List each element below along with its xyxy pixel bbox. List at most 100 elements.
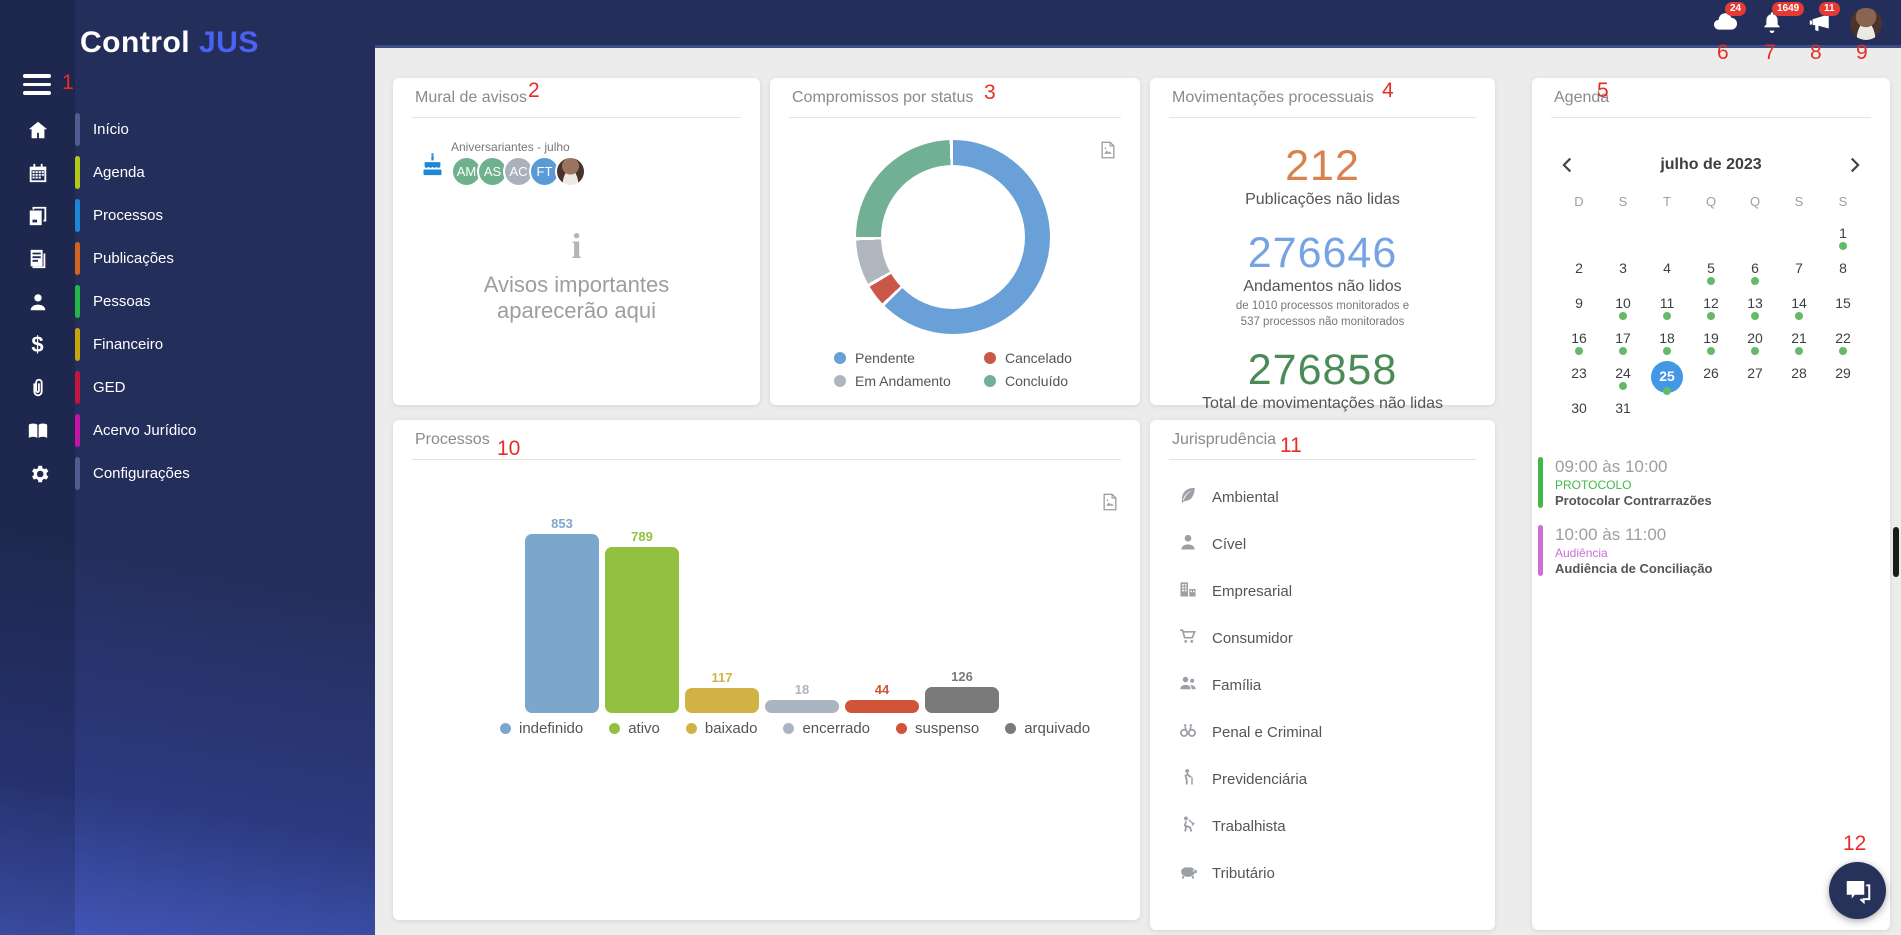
calendar-day-27[interactable]: 27: [1733, 361, 1777, 396]
calendar-day-24[interactable]: 24: [1601, 361, 1645, 396]
sidebar-item-publicacoes[interactable]: Publicações: [0, 237, 375, 280]
legend-item-concluido[interactable]: Concluído: [984, 373, 1124, 389]
birthday-avatar-photo[interactable]: [555, 156, 586, 187]
user-avatar[interactable]: [1842, 0, 1889, 48]
handcuffs-icon: [1178, 720, 1198, 745]
legend-item-pendente[interactable]: Pendente: [834, 350, 984, 366]
scrollbar-thumb[interactable]: [1893, 527, 1899, 577]
calendar-day-23[interactable]: 23: [1557, 361, 1601, 396]
birthday-avatar[interactable]: AM: [451, 156, 482, 187]
calendar-day-4[interactable]: 4: [1645, 256, 1689, 291]
sidebar-item-processos[interactable]: Processos: [0, 194, 375, 237]
legend-item-em-andamento[interactable]: Em Andamento: [834, 373, 984, 389]
calendar-day-18[interactable]: 18: [1645, 326, 1689, 361]
calendar-day-14[interactable]: 14: [1777, 291, 1821, 326]
agenda-event-audiencia-de-conciliacao[interactable]: 10:00 às 11:00 Audiência Audiência de Co…: [1538, 523, 1890, 578]
sidebar-item-inicio[interactable]: Início: [0, 108, 375, 151]
main-content: Mural de avisos Aniversariantes - julho …: [375, 48, 1901, 935]
legend-item-suspenso[interactable]: suspenso: [896, 720, 979, 737]
jurisprudence-item-familia[interactable]: Família: [1150, 662, 1495, 709]
bell-notification-button[interactable]: 1649: [1748, 0, 1805, 48]
calendar-day-11[interactable]: 11: [1645, 291, 1689, 326]
bar-chart-legend: indefinido ativo baixado encerrado suspenso a…: [500, 720, 1090, 737]
legend-item-arquivado[interactable]: arquivado: [1005, 720, 1090, 737]
calendar-day-25[interactable]: 25: [1645, 361, 1689, 396]
jurisprudence-item-tributario[interactable]: Tributário: [1150, 850, 1495, 897]
sidebar-item-pessoas[interactable]: Pessoas: [0, 280, 375, 323]
calendar-next-icon[interactable]: [1843, 154, 1865, 176]
jurisprudence-item-trabalhista[interactable]: Trabalhista: [1150, 803, 1495, 850]
calendar-prev-icon[interactable]: [1557, 154, 1579, 176]
jurisprudence-item-previdenciaria[interactable]: Previdenciária: [1150, 756, 1495, 803]
birthday-avatar[interactable]: FT: [529, 156, 560, 187]
card-title: Agenda: [1554, 88, 1610, 106]
export-image-icon[interactable]: [1100, 492, 1120, 517]
export-image-icon[interactable]: [1098, 140, 1118, 165]
calendar-day-1[interactable]: 1: [1821, 221, 1865, 256]
calendar-day-30[interactable]: 30: [1557, 396, 1601, 431]
legend-item-encerrado[interactable]: encerrado: [783, 720, 870, 737]
bar-ativo: 789: [605, 529, 679, 713]
jurisprudence-label: Trabalhista: [1212, 818, 1286, 835]
calendar-day-2[interactable]: 2: [1557, 256, 1601, 291]
calendar-day-29[interactable]: 29: [1821, 361, 1865, 396]
legend-dot: [1005, 723, 1017, 734]
jurisprudence-item-ambiental[interactable]: Ambiental: [1150, 474, 1495, 521]
calendar-day-19[interactable]: 19: [1689, 326, 1733, 361]
cloud-notification-button[interactable]: 24: [1701, 0, 1748, 48]
day-number: 10: [1615, 295, 1631, 311]
calendar-day-13[interactable]: 13: [1733, 291, 1777, 326]
sidebar-item-agenda[interactable]: Agenda: [0, 151, 375, 194]
calendar-day-17[interactable]: 17: [1601, 326, 1645, 361]
card-jurisprudencia: Jurisprudência Ambiental Cível Empresarial…: [1150, 420, 1495, 930]
annotation-number-4: 4: [1382, 79, 1394, 102]
calendar-day-6[interactable]: 6: [1733, 256, 1777, 291]
legend-item-ativo[interactable]: ativo: [609, 720, 660, 737]
legend-label: Cancelado: [1005, 350, 1072, 366]
menu-accent-bar: [75, 199, 80, 232]
birthday-avatar[interactable]: AS: [477, 156, 508, 187]
event-time: 10:00 às 11:00: [1555, 525, 1667, 544]
legend-item-indefinido[interactable]: indefinido: [500, 720, 583, 737]
agenda-event-protocolar-contrarrazoes[interactable]: 09:00 às 10:00 PROTOCOLO Protocolar Cont…: [1538, 455, 1890, 510]
event-category: Audiência: [1555, 546, 1608, 560]
calendar-day-28[interactable]: 28: [1777, 361, 1821, 396]
megaphone-notification-button[interactable]: 11: [1795, 0, 1842, 48]
calendar-day-12[interactable]: 12: [1689, 291, 1733, 326]
jurisprudence-item-consumidor[interactable]: Consumidor: [1150, 615, 1495, 662]
calendar-day-22[interactable]: 22: [1821, 326, 1865, 361]
calendar-day-20[interactable]: 20: [1733, 326, 1777, 361]
sidebar-item-acervo-juridico[interactable]: Acervo Jurídico: [0, 409, 375, 452]
jurisprudence-item-civel[interactable]: Cível: [1150, 521, 1495, 568]
day-number: 31: [1615, 400, 1631, 416]
chat-button[interactable]: [1829, 862, 1886, 919]
sidebar-item-configuracoes[interactable]: Configurações: [0, 452, 375, 495]
calendar-day-31[interactable]: 31: [1601, 396, 1645, 431]
calendar-day-16[interactable]: 16: [1557, 326, 1601, 361]
calendar-empty-cell: [1557, 221, 1601, 256]
calendar-day-10[interactable]: 10: [1601, 291, 1645, 326]
calendar-day-9[interactable]: 9: [1557, 291, 1601, 326]
event-dot: [1707, 312, 1715, 320]
jurisprudence-item-penal-e-criminal[interactable]: Penal e Criminal: [1150, 709, 1495, 756]
calendar-day-21[interactable]: 21: [1777, 326, 1821, 361]
notification-badge: 24: [1725, 2, 1747, 16]
calendar-day-8[interactable]: 8: [1821, 256, 1865, 291]
calendar-day-7[interactable]: 7: [1777, 256, 1821, 291]
sidebar-item-ged[interactable]: GED: [0, 366, 375, 409]
day-number: 23: [1571, 365, 1587, 381]
legend-item-cancelado[interactable]: Cancelado: [984, 350, 1124, 366]
day-number: 30: [1571, 400, 1587, 416]
legend-item-baixado[interactable]: baixado: [685, 720, 757, 737]
calendar-day-3[interactable]: 3: [1601, 256, 1645, 291]
jurisprudence-item-empresarial[interactable]: Empresarial: [1150, 568, 1495, 615]
sidebar-item-label: Pessoas: [93, 293, 151, 310]
calendar-day-5[interactable]: 5: [1689, 256, 1733, 291]
bar-value: 789: [631, 529, 653, 544]
hamburger-menu-icon[interactable]: [23, 74, 51, 95]
calendar-day-15[interactable]: 15: [1821, 291, 1865, 326]
sidebar-item-financeiro[interactable]: $ Financeiro: [0, 323, 375, 366]
calendar-day-26[interactable]: 26: [1689, 361, 1733, 396]
birthday-avatar[interactable]: AC: [503, 156, 534, 187]
